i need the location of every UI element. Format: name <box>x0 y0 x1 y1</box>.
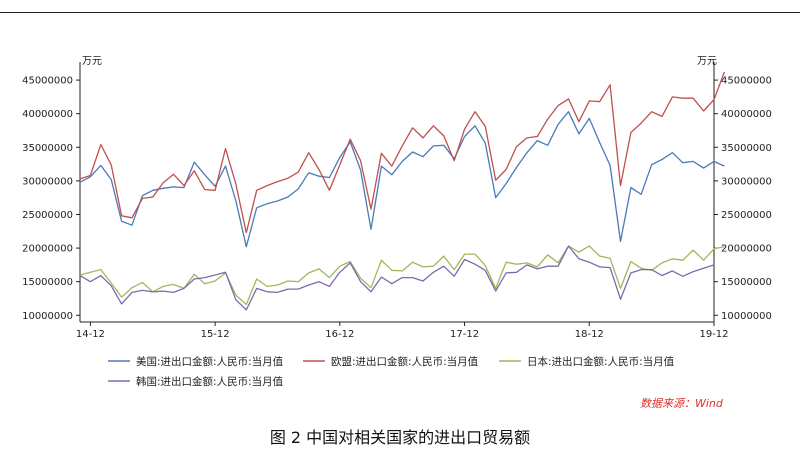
series-line-1 <box>79 111 725 248</box>
data-source-note: 数据来源：Wind <box>640 397 723 410</box>
top-rule <box>0 12 800 13</box>
x-tick-label: 17-12 <box>450 329 479 340</box>
right-y-tick-label: 20000000 <box>721 244 772 255</box>
right-y-tick-label: 35000000 <box>721 143 772 154</box>
x-tick-label: 18-12 <box>575 329 604 340</box>
series-line-2 <box>79 71 726 234</box>
right-y-tick-label: 25000000 <box>721 210 772 221</box>
right-y-tick-label: 15000000 <box>721 277 772 288</box>
right-y-tick-label: 40000000 <box>721 109 772 120</box>
x-tick-label: 16-12 <box>325 329 354 340</box>
left-y-tick-label: 20000000 <box>22 244 73 255</box>
x-tick-label: 15-12 <box>201 329 230 340</box>
x-tick-label: 14-12 <box>76 329 105 340</box>
x-tick-labels: 14-12 15-12 16-12 17-12 18-12 19-12 <box>76 329 729 340</box>
right-y-tick-label: 30000000 <box>721 176 772 187</box>
left-y-tick-label: 30000000 <box>22 176 73 187</box>
legend-label-1: 美国:进出口金额:人民币:当月值 <box>136 355 284 368</box>
left-y-tick-label: 40000000 <box>22 109 73 120</box>
left-y-tick-labels: 10000000 15000000 20000000 25000000 30000000… <box>22 76 73 322</box>
right-unit-label: 万元 <box>697 56 717 67</box>
x-tick-label: 19-12 <box>699 329 728 340</box>
left-y-tick-label: 15000000 <box>22 277 73 288</box>
legend-label-4: 韩国:进出口金额:人民币:当月值 <box>136 375 284 388</box>
legend: 美国:进出口金额:人民币:当月值 欧盟:进出口金额:人民币:当月值 日本:进出口金额… <box>108 355 675 388</box>
right-y-tick-label: 45000000 <box>721 76 772 87</box>
left-unit-label: 万元 <box>82 56 102 67</box>
series-lines <box>79 71 726 311</box>
series-line-3 <box>79 245 725 306</box>
left-y-tick-label: 35000000 <box>22 143 73 154</box>
left-y-tick-label: 45000000 <box>22 76 73 87</box>
legend-label-2: 欧盟:进出口金额:人民币:当月值 <box>331 355 479 368</box>
left-y-tick-label: 10000000 <box>22 311 73 322</box>
series-line-4 <box>79 245 715 311</box>
left-y-tick-label: 25000000 <box>22 210 73 221</box>
axes <box>76 62 718 326</box>
legend-label-3: 日本:进出口金额:人民币:当月值 <box>527 355 675 368</box>
right-y-tick-labels: 10000000 15000000 20000000 25000000 30000000… <box>721 76 772 322</box>
line-chart: 万元 万元 10000000 15000000 20000000 25000000 30… <box>22 56 772 388</box>
figure-caption: 图 2 中国对相关国家的进出口贸易额 <box>269 428 531 447</box>
right-y-tick-label: 10000000 <box>721 311 772 322</box>
